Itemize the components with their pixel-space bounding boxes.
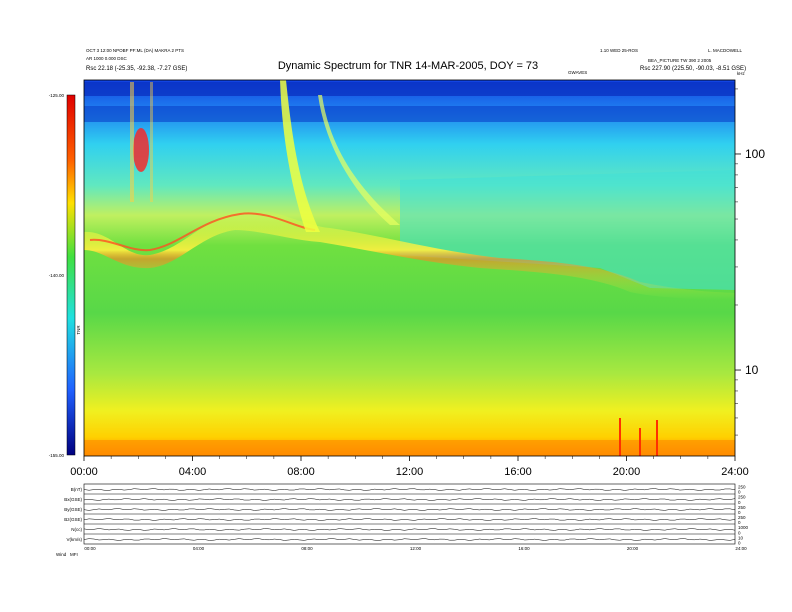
header-right-line1: 1.10 WED 25-ROS bbox=[600, 48, 638, 53]
panel-label: Bx(GSE) bbox=[64, 497, 82, 502]
panel-x-tick-label: 24:00 bbox=[735, 546, 747, 551]
y-tick-label: 100 bbox=[745, 147, 765, 161]
panel-label: B(nT) bbox=[71, 487, 83, 492]
x-tick-label: 24:00 bbox=[721, 466, 749, 478]
x-tick-label: 20:00 bbox=[613, 466, 641, 478]
x-tick-label: 00:00 bbox=[70, 466, 98, 478]
panel-label: N(cc) bbox=[71, 527, 82, 532]
header-left-line2: AR 1000 0.000 DSC bbox=[86, 56, 128, 61]
panel-right-tick: 0 bbox=[738, 500, 741, 505]
panel-label: V(km/s) bbox=[67, 537, 83, 542]
panel-right-tick: 0 bbox=[738, 530, 741, 535]
panel-label: By(GSE) bbox=[64, 507, 82, 512]
panel-right-tick: 10 bbox=[738, 535, 744, 540]
panel-right-tick: 0 bbox=[738, 490, 741, 495]
panel-trace bbox=[83, 508, 736, 511]
colorbar bbox=[66, 94, 76, 456]
x-tick-label: 08:00 bbox=[287, 466, 315, 478]
colorbar-ticks: -125.00 -140.00 -155.00 bbox=[49, 93, 65, 458]
header-center-right: GWAVES bbox=[568, 70, 587, 75]
header-right-line3: Rsc 227.90 (225.50, -90.03, -8.51 GSE) bbox=[640, 66, 746, 72]
colorbar-tick-label: -155.00 bbox=[49, 453, 65, 458]
panel-right-tick: 0 bbox=[738, 541, 741, 546]
panel-x-tick-label: 20:00 bbox=[627, 546, 639, 551]
panel-right-tick: 250 bbox=[738, 495, 746, 500]
footer-left: Wind bbox=[56, 552, 67, 557]
lower-panels: B(nT) Bx(GSE) By(GSE) Bz(GSE) N(cc) V(km/s) 2… bbox=[56, 483, 749, 557]
panel-x-tick-label: 08:00 bbox=[301, 546, 313, 551]
panel-right-tick: 0 bbox=[738, 520, 741, 525]
panel-right-tick: 250 bbox=[738, 485, 746, 490]
panel-right-tick: 250 bbox=[738, 505, 746, 510]
panel-trace bbox=[83, 488, 736, 491]
colorbar-tick-label: -140.00 bbox=[49, 273, 65, 278]
panel-label: Bz(GSE) bbox=[64, 517, 82, 522]
y-axis-ticks: 100 10 bbox=[735, 88, 765, 436]
panel-x-tick-label: 12:00 bbox=[410, 546, 422, 551]
panel-x-tick-label: 00:00 bbox=[84, 546, 96, 551]
panel-x-tick-label: 04:00 bbox=[193, 546, 205, 551]
panel-right-tick: 0 bbox=[738, 510, 741, 515]
colorbar-label: TNR bbox=[76, 325, 81, 335]
unit-label: kHz bbox=[737, 71, 745, 76]
header-left-line1: OCT 3 12:00 NPOBF PF:ML (DA) MAKRA 2 PTS bbox=[86, 48, 184, 53]
x-tick-label: 16:00 bbox=[504, 466, 532, 478]
x-tick-label: 04:00 bbox=[179, 466, 207, 478]
panel-right-tick: 1000 bbox=[738, 525, 749, 530]
header-far-right: L. MACDOWELL bbox=[708, 48, 743, 53]
y-tick-label: 10 bbox=[745, 363, 759, 377]
chart-title: Dynamic Spectrum for TNR 14-MAR-2005, DO… bbox=[278, 60, 538, 72]
panel-right-tick: 250 bbox=[738, 515, 746, 520]
header-right-line2: BEA_PICTURE TW 390 2 2005 bbox=[648, 58, 712, 63]
spectrogram bbox=[84, 80, 735, 456]
colorbar-tick-label: -125.00 bbox=[49, 93, 65, 98]
panel-trace bbox=[83, 498, 736, 501]
panel-trace bbox=[83, 538, 736, 541]
header-left-line3: Rsc 22.18 (-25.35, -92.38, -7.27 GSE) bbox=[86, 66, 187, 72]
x-axis-ticks: 00:00 04:00 08:00 12:00 16:00 20:00 24:00 bbox=[70, 456, 749, 478]
panel-trace bbox=[83, 528, 736, 531]
panel-x-tick-label: 16:00 bbox=[518, 546, 530, 551]
panel-trace bbox=[83, 518, 736, 521]
x-tick-label: 12:00 bbox=[396, 466, 424, 478]
footer-label: MFI bbox=[70, 552, 78, 557]
